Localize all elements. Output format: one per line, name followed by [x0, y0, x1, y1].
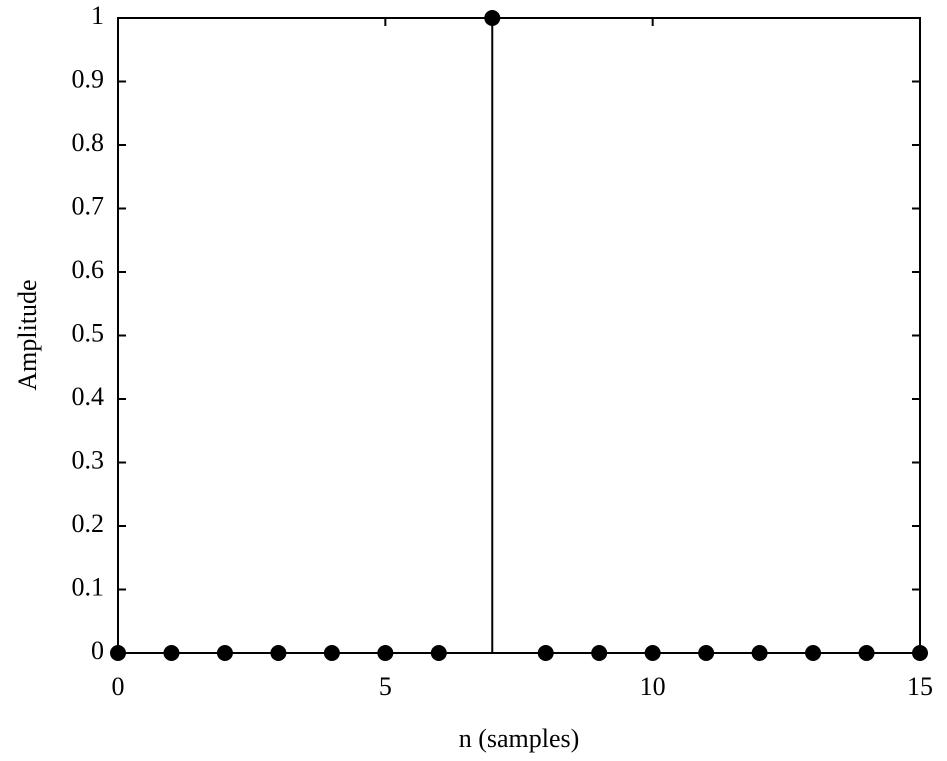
stem-marker — [698, 645, 715, 661]
x-tick-label: 5 — [379, 672, 392, 701]
x-tick-label: 0 — [112, 672, 125, 701]
y-tick-label: 0.5 — [72, 318, 105, 347]
stem-marker — [751, 645, 768, 661]
stem-marker — [912, 645, 928, 661]
plot-frame — [117, 17, 921, 654]
stem-marker — [537, 645, 554, 661]
stem-marker — [377, 645, 394, 661]
stem-marker — [805, 645, 822, 661]
stem-marker — [323, 645, 340, 661]
x-tick-label: 15 — [907, 672, 933, 701]
y-tick-label: 0.6 — [72, 255, 105, 284]
stem-marker — [216, 645, 233, 661]
stem-marker — [591, 645, 608, 661]
stem-marker — [270, 645, 287, 661]
x-axis-label: n (samples) — [459, 724, 580, 753]
y-tick-label: 0.4 — [72, 382, 105, 411]
y-tick-label: 1 — [91, 1, 104, 30]
stem-marker — [644, 645, 661, 661]
stem-marker — [110, 645, 126, 661]
stem-marker — [858, 645, 875, 661]
y-tick-label: 0.3 — [72, 445, 105, 474]
y-axis-label: Amplitude — [13, 279, 42, 390]
stem-marker — [163, 645, 180, 661]
y-tick-label: 0.2 — [72, 509, 105, 538]
y-tick-label: 0.9 — [72, 64, 105, 93]
y-tick-label: 0 — [91, 636, 104, 665]
stem-marker — [484, 10, 501, 26]
x-tick-label: 10 — [640, 672, 666, 701]
y-tick-label: 0.8 — [72, 128, 105, 157]
stem-marker — [430, 645, 447, 661]
y-tick-label: 0.7 — [72, 191, 105, 220]
y-tick-label: 0.1 — [72, 572, 105, 601]
